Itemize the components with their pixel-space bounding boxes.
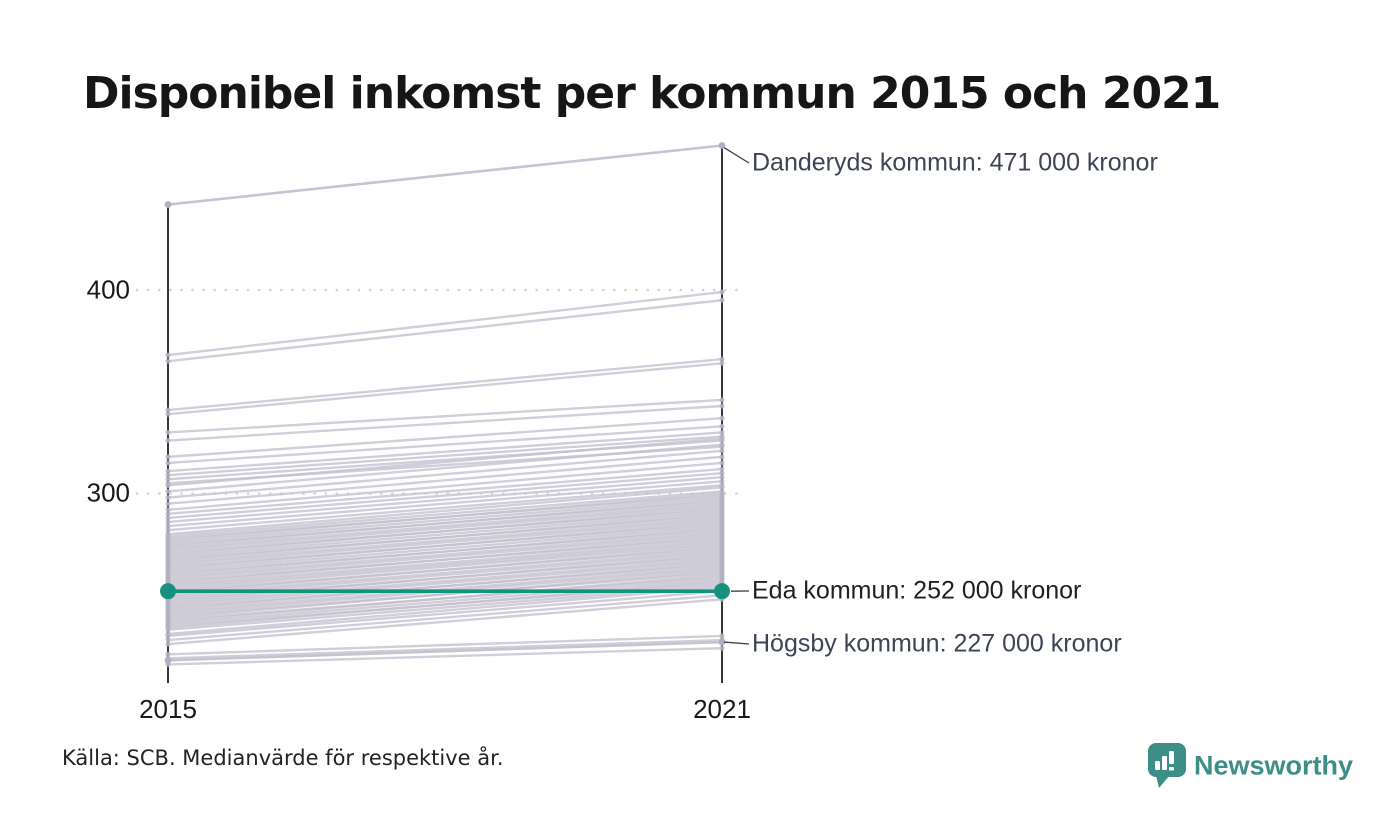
newsworthy-logo: Newsworthy — [1146, 741, 1376, 791]
annotation-danderyd: Danderyds kommun: 471 000 kronor — [752, 148, 1158, 177]
newsworthy-pin-chart-icon — [1148, 743, 1186, 788]
annotation-eda: Eda kommun: 252 000 kronor — [752, 576, 1082, 605]
newsworthy-wordmark: Newsworthy — [1194, 750, 1354, 781]
source-note: Källa: SCB. Medianvärde för respektive å… — [62, 746, 504, 770]
x-tick-2015: 2015 — [139, 694, 197, 724]
x-tick-2021: 2021 — [693, 694, 751, 724]
annotation-hogsby: Högsby kommun: 227 000 kronor — [752, 629, 1122, 658]
y-tick-300: 300 — [86, 477, 130, 508]
chart-title: Disponibel inkomst per kommun 2015 och 2… — [83, 68, 1221, 119]
y-tick-400: 400 — [86, 274, 130, 305]
